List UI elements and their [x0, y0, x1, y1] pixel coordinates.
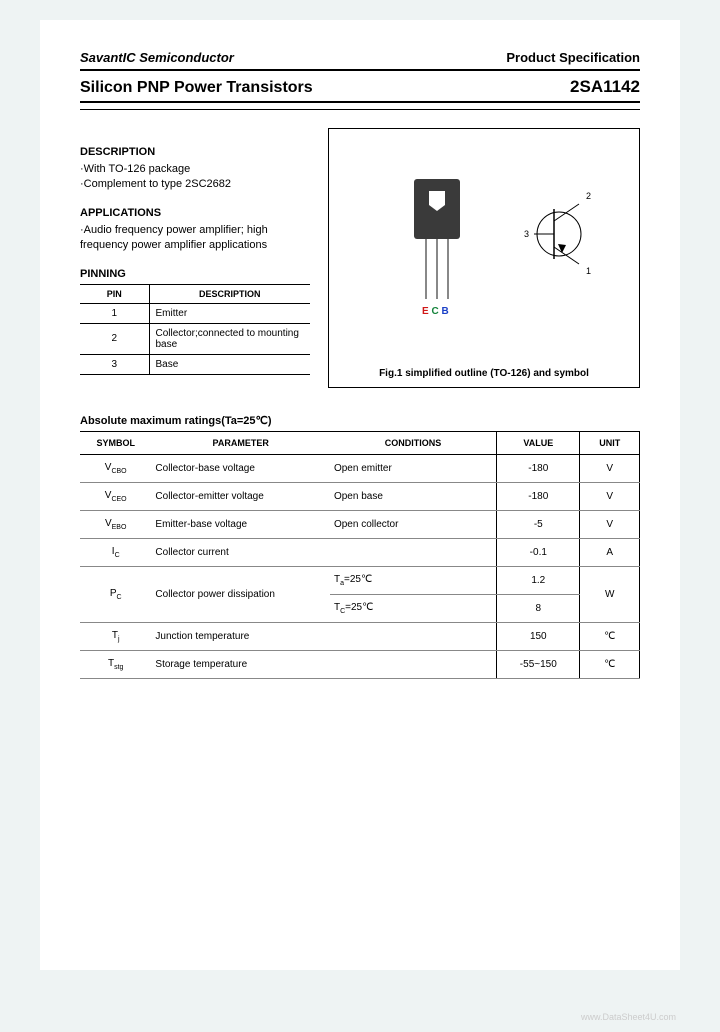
- rating-unit: ℃: [580, 623, 640, 651]
- rating-parameter: Emitter-base voltage: [151, 511, 330, 539]
- pin-num: 3: [80, 354, 149, 374]
- applications-heading: APPLICATIONS: [80, 207, 310, 219]
- company-name: SavantIC Semiconductor: [80, 50, 234, 65]
- title-rule-1: [80, 101, 640, 103]
- left-column: DESCRIPTION ·With TO-126 package ·Comple…: [80, 128, 310, 388]
- table-row: 1 Emitter: [80, 303, 310, 323]
- rating-condition: Ta=25℃: [330, 567, 497, 595]
- table-row: VCBO Collector-base voltage Open emitter…: [80, 455, 640, 483]
- table-row: Tj Junction temperature 150 ℃: [80, 623, 640, 651]
- applications-text: ·Audio frequency power amplifier; high f…: [80, 223, 310, 254]
- rating-condition: Open base: [330, 483, 497, 511]
- col-unit: UNIT: [580, 432, 640, 455]
- table-row: Tstg Storage temperature -55~150 ℃: [80, 651, 640, 679]
- rating-value: -180: [497, 455, 580, 483]
- part-number: 2SA1142: [570, 77, 640, 97]
- col-parameter: PARAMETER: [151, 432, 330, 455]
- pinning-table: PIN DESCRIPTION 1 Emitter 2 Collector;co…: [80, 284, 310, 375]
- table-row: PIN DESCRIPTION: [80, 284, 310, 303]
- watermark: www.DataSheet4U.com: [581, 1012, 676, 1022]
- table-row: VCEO Collector-emitter voltage Open base…: [80, 483, 640, 511]
- rating-condition: Open emitter: [330, 455, 497, 483]
- rating-symbol: Tj: [80, 623, 151, 651]
- col-conditions: CONDITIONS: [330, 432, 497, 455]
- sym-pin-2: 2: [586, 191, 591, 201]
- table-row: 3 Base: [80, 354, 310, 374]
- rating-symbol: VCEO: [80, 483, 151, 511]
- rating-unit: W: [580, 567, 640, 623]
- product-title: Silicon PNP Power Transistors: [80, 79, 313, 97]
- datasheet-page: SavantIC Semiconductor Product Specifica…: [40, 20, 680, 970]
- figure-1: E C B 2 1 3 Fig.1 simplified outline (TO…: [328, 128, 640, 388]
- pin-num: 1: [80, 303, 149, 323]
- rating-unit: ℃: [580, 651, 640, 679]
- title-rule-2: [80, 109, 640, 110]
- col-value: VALUE: [497, 432, 580, 455]
- pin-num: 2: [80, 323, 149, 354]
- col-symbol: SYMBOL: [80, 432, 151, 455]
- rating-parameter: Collector-emitter voltage: [151, 483, 330, 511]
- rating-condition: Open collector: [330, 511, 497, 539]
- table-row: IC Collector current -0.1 A: [80, 539, 640, 567]
- rating-parameter: Junction temperature: [151, 623, 330, 651]
- rating-value: -55~150: [497, 651, 580, 679]
- rating-unit: A: [580, 539, 640, 567]
- ecb-label: E C B: [422, 306, 449, 317]
- pnp-arrow-icon: [558, 244, 566, 253]
- rating-unit: V: [580, 483, 640, 511]
- rating-value: -0.1: [497, 539, 580, 567]
- col-desc: DESCRIPTION: [149, 284, 310, 303]
- title-row: Silicon PNP Power Transistors 2SA1142: [80, 77, 640, 97]
- pinning-heading: PINNING: [80, 268, 310, 280]
- table-row: PC Collector power dissipation Ta=25℃ 1.…: [80, 567, 640, 595]
- rating-symbol: VEBO: [80, 511, 151, 539]
- rating-condition: [330, 539, 497, 567]
- rating-value: -5: [497, 511, 580, 539]
- rating-condition: [330, 651, 497, 679]
- rating-condition: [330, 623, 497, 651]
- rating-symbol: VCBO: [80, 455, 151, 483]
- pin-desc: Base: [149, 354, 310, 374]
- rating-symbol: Tstg: [80, 651, 151, 679]
- rating-parameter: Collector current: [151, 539, 330, 567]
- header-rule: [80, 69, 640, 71]
- sym-pin-3: 3: [524, 229, 529, 239]
- rating-unit: V: [580, 511, 640, 539]
- pin-desc: Emitter: [149, 303, 310, 323]
- description-line-2: ·Complement to type 2SC2682: [80, 177, 310, 192]
- ratings-table: SYMBOL PARAMETER CONDITIONS VALUE UNIT V…: [80, 431, 640, 679]
- pin-desc: Collector;connected to mounting base: [149, 323, 310, 354]
- description-heading: DESCRIPTION: [80, 146, 310, 158]
- right-column: E C B 2 1 3 Fig.1 simplified outline (TO…: [328, 128, 640, 388]
- table-row: VEBO Emitter-base voltage Open collector…: [80, 511, 640, 539]
- rating-value: 1.2: [497, 567, 580, 595]
- page-header: SavantIC Semiconductor Product Specifica…: [80, 50, 640, 65]
- package-outline-svg: E C B 2 1 3: [344, 139, 624, 349]
- rating-value: 8: [497, 595, 580, 623]
- rating-symbol: IC: [80, 539, 151, 567]
- rating-parameter: Collector power dissipation: [151, 567, 330, 623]
- table-row: SYMBOL PARAMETER CONDITIONS VALUE UNIT: [80, 432, 640, 455]
- rating-value: 150: [497, 623, 580, 651]
- table-row: 2 Collector;connected to mounting base: [80, 323, 310, 354]
- figure-caption: Fig.1 simplified outline (TO-126) and sy…: [329, 368, 639, 379]
- sym-pin-1: 1: [586, 266, 591, 276]
- rating-value: -180: [497, 483, 580, 511]
- col-pin: PIN: [80, 284, 149, 303]
- upper-layout: DESCRIPTION ·With TO-126 package ·Comple…: [80, 128, 640, 388]
- rating-unit: V: [580, 455, 640, 483]
- rating-parameter: Collector-base voltage: [151, 455, 330, 483]
- spec-label: Product Specification: [506, 50, 640, 65]
- description-line-1: ·With TO-126 package: [80, 162, 310, 177]
- rating-symbol: PC: [80, 567, 151, 623]
- ratings-heading: Absolute maximum ratings(Ta=25℃): [80, 414, 640, 427]
- rating-parameter: Storage temperature: [151, 651, 330, 679]
- rating-condition: TC=25℃: [330, 595, 497, 623]
